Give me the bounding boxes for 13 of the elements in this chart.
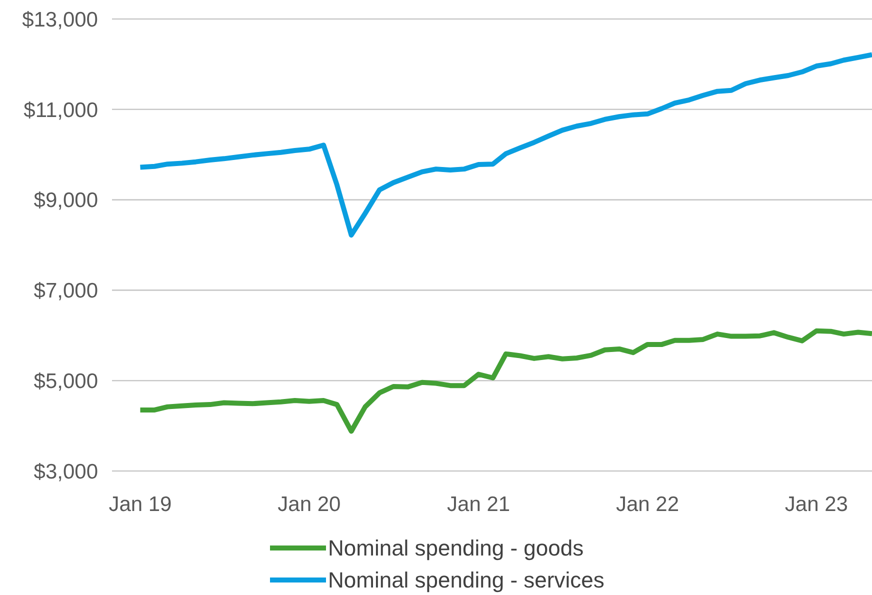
legend-label: Nominal spending - services <box>328 568 604 593</box>
y-tick-label: $9,000 <box>34 189 98 212</box>
x-tick-label: Jan 21 <box>447 493 510 516</box>
y-tick-label: $7,000 <box>34 280 98 303</box>
x-tick-label: Jan 19 <box>108 493 172 516</box>
x-tick-label: Jan 22 <box>616 493 680 516</box>
x-tick-label: Jan 20 <box>278 493 341 516</box>
y-tick-label: $13,000 <box>22 8 98 32</box>
y-tick-label: $11,000 <box>24 98 98 122</box>
y-tick-label: $5,000 <box>34 370 98 393</box>
x-tick-label: Jan 23 <box>784 493 848 516</box>
legend-label: Nominal spending - goods <box>328 536 584 561</box>
y-tick-label: $3,000 <box>34 460 98 484</box>
